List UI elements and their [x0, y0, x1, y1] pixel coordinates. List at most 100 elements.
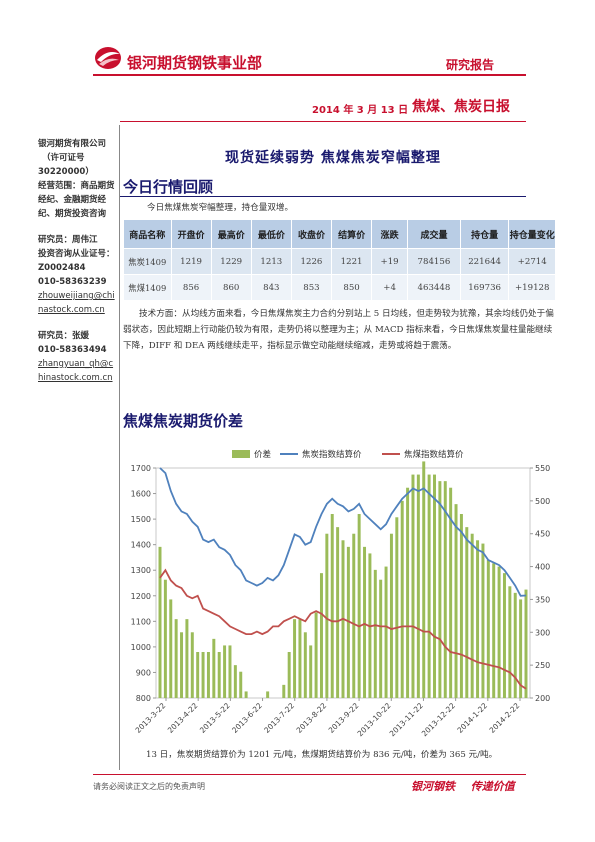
legend-label: 价差 — [254, 449, 271, 460]
spread-bar — [239, 671, 243, 698]
table-header-cell: 结算价 — [331, 219, 373, 249]
analyst1-cert: 投资咨询从业证号： — [38, 249, 115, 259]
spread-bar — [174, 619, 178, 698]
table-row: 焦煤1409 856 860 843 853 850 +4 463448 169736 +1912… — [123, 274, 556, 301]
table-header-cell: 最高价 — [210, 219, 252, 249]
x-tick-label: 2013-7-22 — [262, 701, 296, 735]
section-title-spread: 焦煤焦炭期货价差 — [123, 412, 244, 430]
y-right-tick-label: 250 — [535, 661, 550, 670]
report-date: 2014 年 3 月 13 日 — [312, 105, 409, 116]
table-cell: 1219 — [170, 248, 212, 275]
spread-bar — [352, 533, 356, 698]
spread-bar — [357, 514, 361, 698]
footer-rule — [93, 774, 526, 775]
x-tick-label: 2013-6-22 — [230, 701, 264, 735]
technical-analysis: 技术方面：从均线方面来看，今日焦煤焦炭主力合约分别站上 5 日均线，但走势较为犹… — [123, 309, 554, 351]
table-cell: 1221 — [331, 248, 373, 275]
sidebar-license-no: 30220000） — [38, 167, 94, 177]
legend-label: 焦炭指数结算价 — [302, 449, 362, 460]
spread-bar — [298, 619, 302, 698]
spread-bar — [492, 563, 496, 698]
table-header-cell: 商品名称 — [123, 219, 172, 249]
table-cell: 169736 — [459, 274, 510, 301]
table-cell: 856 — [170, 274, 212, 301]
x-tick-label: 2013-4-22 — [166, 701, 200, 735]
spread-bar — [422, 461, 426, 698]
sidebar-company: 银河期货有限公司 — [38, 139, 107, 149]
y-right-tick-label: 300 — [535, 628, 550, 637]
spread-bar — [196, 652, 200, 698]
spread-bar — [330, 514, 334, 698]
disclaimer-note: 请务必阅读正文之后的免责声明 — [93, 782, 205, 791]
table-cell: 843 — [250, 274, 292, 301]
spread-bar — [336, 527, 340, 698]
y-left-tick-label: 800 — [136, 694, 151, 703]
spread-bar — [309, 645, 313, 698]
y-left-tick-label: 1100 — [131, 617, 151, 626]
table-cell: +19128 — [508, 274, 556, 301]
spread-bar — [508, 586, 512, 698]
spread-bar — [395, 517, 399, 698]
spread-chart: 800 900 1000 1100 1200 1300 1400 1500 1600 1700 20… — [120, 440, 560, 740]
analyst2-phone: 010-58363494 — [38, 345, 107, 355]
analyst2-label: 研究员：张媛 — [38, 331, 90, 341]
spread-bar — [449, 487, 453, 698]
spread-bar — [244, 691, 248, 698]
market-table: 商品名称 开盘价 最高价 最低价 收盘价 结算价 涨跌 成交量 持仓量 持仓量变化 焦炭1409 1… — [123, 219, 556, 301]
spread-bar — [476, 540, 480, 698]
spread-bar — [158, 546, 162, 698]
spread-bar — [293, 619, 297, 698]
legend-label: 焦煤指数结算价 — [404, 449, 464, 460]
x-tick-label: 2013-9-22 — [327, 701, 361, 735]
table-cell: 853 — [290, 274, 333, 301]
spread-bar — [486, 560, 490, 698]
spread-bar — [169, 599, 173, 698]
header-rule — [93, 74, 526, 76]
sidebar: 银河期货有限公司 （许可证号 30220000） 经营范围：商品期货经纪、金融期… — [38, 137, 116, 397]
table-cell: +2714 — [508, 248, 556, 275]
commodity-name-cell: 焦炭1409 — [123, 248, 172, 275]
spread-bar — [481, 543, 485, 698]
date-rule — [120, 121, 526, 122]
spread-bar — [519, 599, 523, 698]
coke-price-line — [159, 467, 527, 597]
spread-bar — [502, 573, 506, 698]
y-right-tick-label: 350 — [535, 595, 550, 604]
spread-bar — [206, 652, 210, 698]
y-left-tick-label: 1600 — [131, 490, 151, 499]
y-right-tick-label: 500 — [535, 497, 550, 506]
y-right-tick-label: 450 — [535, 530, 550, 539]
spread-bar — [384, 566, 388, 698]
spread-bar — [163, 579, 167, 698]
coal-price-line — [159, 568, 527, 690]
commodity-name-cell: 焦煤1409 — [123, 274, 172, 301]
report-type: 研究报告 — [446, 58, 495, 72]
company-logo — [93, 44, 123, 72]
section-rule — [120, 196, 526, 197]
spread-bar — [212, 638, 216, 698]
spread-bar — [266, 691, 270, 698]
spread-bar — [438, 481, 442, 698]
analyst1-cert-no: Z0002484 — [38, 263, 86, 273]
spread-bar — [314, 612, 318, 698]
table-cell: 850 — [331, 274, 373, 301]
y-left-tick-label: 1700 — [131, 464, 151, 473]
table-header-cell: 收盘价 — [290, 219, 333, 249]
spread-bar — [201, 652, 205, 698]
analyst2-email-link[interactable]: zhangyuan_qh@chinastock.com.cn — [38, 359, 114, 383]
spread-bar — [379, 579, 383, 698]
table-cell: 1229 — [210, 248, 252, 275]
spread-bar — [287, 652, 291, 698]
y-left-tick-label: 1200 — [131, 592, 151, 601]
spread-bar — [433, 474, 436, 698]
y-left-tick-label: 900 — [136, 668, 151, 677]
table-cell: 221644 — [459, 248, 510, 275]
analyst1-email-link[interactable]: zhouweijiang@chinastock.com.cn — [38, 291, 115, 315]
x-tick-label: 2013-3-22 — [134, 701, 168, 735]
table-header-row: 商品名称 开盘价 最高价 最低价 收盘价 结算价 涨跌 成交量 持仓量 持仓量变化 — [123, 219, 556, 249]
table-header-cell: 成交量 — [407, 219, 461, 249]
table-cell: 1226 — [290, 248, 333, 275]
spread-bar — [411, 474, 415, 698]
y-right-tick-label: 200 — [535, 694, 550, 703]
spread-bar — [223, 645, 227, 698]
